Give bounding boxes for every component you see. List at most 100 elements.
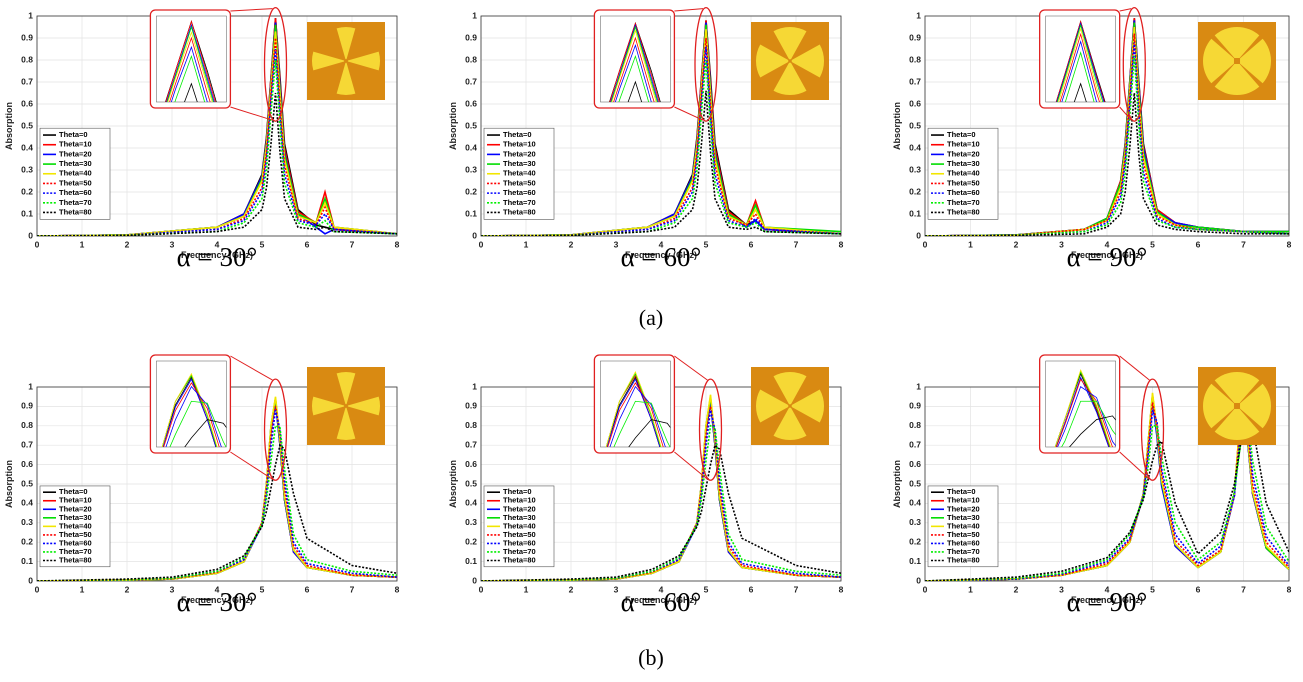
legend-label: Theta=30 xyxy=(947,513,980,522)
inset-series-line xyxy=(614,43,652,102)
legend-label: Theta=50 xyxy=(503,530,536,539)
series-line xyxy=(481,90,841,236)
y-tick-label: 0.8 xyxy=(21,420,33,430)
inset-series-line xyxy=(606,378,661,447)
y-tick-label: 0.1 xyxy=(21,556,33,566)
legend-label: Theta=70 xyxy=(947,198,980,207)
x-tick-label: 7 xyxy=(350,584,355,594)
inset-axes xyxy=(1045,15,1116,103)
legend-label: Theta=80 xyxy=(947,555,980,564)
y-tick-label: 0.9 xyxy=(909,32,921,42)
inset-series-line xyxy=(606,376,661,447)
y-tick-label: 0.9 xyxy=(909,401,921,411)
x-tick-label: 3 xyxy=(614,239,619,249)
inset-series-line xyxy=(166,25,214,102)
inset-series-line xyxy=(169,400,227,447)
x-tick-label: 3 xyxy=(170,239,175,249)
series-line xyxy=(925,55,1289,236)
x-tick-label: 5 xyxy=(1150,239,1155,249)
legend-label: Theta=70 xyxy=(947,547,980,556)
y-tick-label: 0.9 xyxy=(21,32,33,42)
legend-label: Theta=50 xyxy=(503,178,536,187)
inset-series-line xyxy=(162,376,217,447)
series-line xyxy=(481,29,841,236)
y-tick-label: 0.5 xyxy=(21,478,33,488)
y-tick-label: 0.4 xyxy=(465,142,477,152)
x-tick-label: 0 xyxy=(923,584,928,594)
x-tick-label: 1 xyxy=(80,239,85,249)
y-tick-label: 0.6 xyxy=(465,98,477,108)
y-tick-label: 1 xyxy=(916,10,921,20)
x-tick-label: 7 xyxy=(794,239,799,249)
inset-series-group xyxy=(605,371,671,447)
y-tick-label: 0.7 xyxy=(21,439,33,449)
inset-series-line xyxy=(162,378,217,447)
x-tick-label: 0 xyxy=(923,239,928,249)
y-tick-label: 0.2 xyxy=(909,536,921,546)
y-axis-label: Absorption xyxy=(448,102,458,150)
legend-label: Theta=80 xyxy=(947,207,980,216)
y-tick-label: 0.1 xyxy=(465,208,477,218)
y-tick-label: 0.3 xyxy=(465,517,477,527)
peak-highlight xyxy=(694,6,718,122)
y-tick-label: 0.2 xyxy=(465,536,477,546)
y-tick-label: 0 xyxy=(472,230,477,240)
peak-highlight xyxy=(263,378,288,481)
y-tick-label: 0 xyxy=(28,230,33,240)
legend-label: Theta=30 xyxy=(947,159,980,168)
legend-label: Theta=70 xyxy=(503,547,536,556)
y-tick-label: 0.9 xyxy=(21,401,33,411)
x-tick-label: 1 xyxy=(80,584,85,594)
inset-series-line xyxy=(166,23,215,102)
legend-label: Theta=60 xyxy=(59,188,92,197)
y-tick-label: 0.2 xyxy=(21,186,33,196)
legend-label: Theta=20 xyxy=(947,504,980,513)
unit-cell-sector xyxy=(336,407,356,440)
y-tick-label: 0.3 xyxy=(21,164,33,174)
chart: 0 1 2 3 4 5 6 7 8 0 0.1 0.2 0.3 0.4 0.5 0.6 0.7 0.8 0.9 1 Fr… xyxy=(892,6,1292,272)
series-line xyxy=(37,406,397,581)
legend-label: Theta=70 xyxy=(59,198,92,207)
y-tick-label: 1 xyxy=(916,381,921,391)
y-tick-label: 0.8 xyxy=(465,54,477,64)
inset-series-line xyxy=(163,382,220,447)
y-tick-label: 0.9 xyxy=(465,32,477,42)
unit-cell-sector xyxy=(1214,409,1260,441)
y-tick-label: 0.1 xyxy=(465,556,477,566)
y-tick-label: 0.7 xyxy=(465,76,477,86)
legend-label: Theta=10 xyxy=(947,140,980,149)
series-group xyxy=(37,18,397,236)
legend-label: Theta=20 xyxy=(947,149,980,158)
inset-series-line xyxy=(1055,20,1105,102)
x-tick-label: 0 xyxy=(479,584,484,594)
legend-label: Theta=30 xyxy=(59,159,92,168)
x-tick-label: 1 xyxy=(968,239,973,249)
x-tick-label: 1 xyxy=(968,584,973,594)
x-tick-label: 7 xyxy=(350,239,355,249)
row-label: (a) xyxy=(639,305,663,330)
x-tick-label: 4 xyxy=(1105,584,1110,594)
legend-label: Theta=20 xyxy=(59,149,92,158)
inset-connector xyxy=(230,8,273,12)
y-tick-label: 0.6 xyxy=(21,459,33,469)
x-tick-label: 7 xyxy=(1241,239,1246,249)
inset-series-line xyxy=(1073,82,1087,102)
unit-cell-sector xyxy=(755,389,789,423)
inset-series-line xyxy=(1061,40,1097,102)
series-line xyxy=(481,46,841,236)
y-tick-label: 0.4 xyxy=(465,498,477,508)
peak-highlight xyxy=(1122,6,1146,122)
legend-label: Theta=10 xyxy=(947,496,980,505)
x-axis-label: Frequency (GHz) xyxy=(625,595,697,605)
y-tick-label: 0 xyxy=(28,575,33,585)
series-line xyxy=(37,48,397,236)
inset-series-line xyxy=(1058,27,1102,102)
unit-cell-sector xyxy=(1240,38,1272,84)
y-tick-label: 0.4 xyxy=(21,142,33,152)
inset-series-line xyxy=(627,80,643,102)
legend-label: Theta=20 xyxy=(59,504,92,513)
y-tick-label: 0.1 xyxy=(21,208,33,218)
inset-series-line xyxy=(610,23,659,102)
